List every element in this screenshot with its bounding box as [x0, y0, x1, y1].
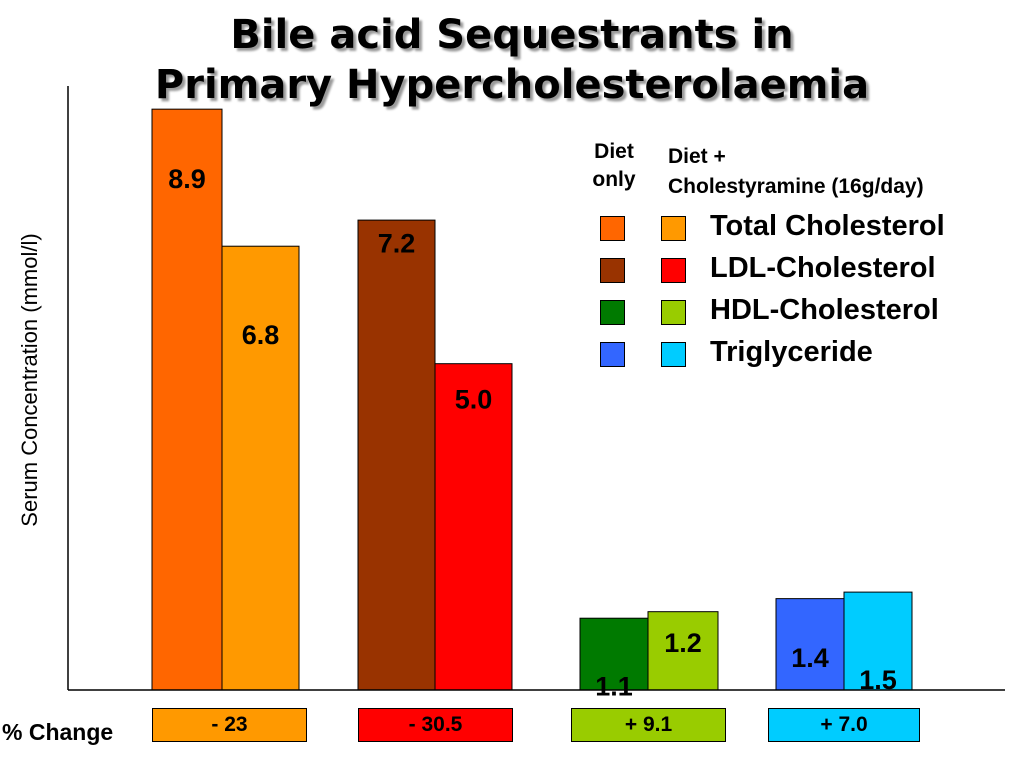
legend-header-diet-only-line-1: Diet: [594, 140, 634, 163]
legend-header-diet-cholestyramine-line-2: Cholestyramine (16g/day): [668, 175, 924, 198]
y-axis-label: Serum Concentration (mmol/l): [17, 233, 42, 527]
percent-change-total-cholesterol: - 23: [152, 708, 307, 742]
legend-label-hdl-cholesterol: HDL-Cholesterol: [710, 294, 939, 326]
chart-title-line-2: Primary Hypercholesterolaemia: [154, 62, 870, 108]
bar-triglyceride-diet-only: [775, 598, 845, 691]
bar-label-total-cholesterol-diet-only: 8.9: [168, 164, 206, 194]
legend-swatch-triglyceride-diet-plus: [661, 342, 686, 367]
legend-label-ldl-cholesterol: LDL-Cholesterol: [710, 252, 936, 284]
bar-label-triglyceride-diet-only: 1.4: [791, 643, 829, 673]
bar-label-triglyceride-diet-plus: 1.5: [859, 665, 897, 695]
bars: [151, 108, 913, 691]
bar-label-ldl-cholesterol-diet-only: 7.2: [378, 229, 416, 259]
legend-label-triglyceride: Triglyceride: [710, 336, 873, 368]
bar-hdl-cholesterol-diet-only: [579, 617, 649, 691]
percent-change-label: % Change: [2, 719, 114, 745]
legend-swatch-ldl-cholesterol-diet-plus: [661, 258, 686, 283]
bar-label-ldl-cholesterol-diet-plus: 5.0: [455, 385, 493, 415]
bar-triglyceride-diet-plus: [843, 591, 913, 691]
legend-swatch-total-cholesterol-diet-only: [600, 216, 625, 241]
bar-total-cholesterol-diet-only: [151, 108, 223, 691]
bar-label-total-cholesterol-diet-plus: 6.8: [242, 320, 280, 350]
legend-swatch-ldl-cholesterol-diet-only: [600, 258, 625, 283]
bar-total-cholesterol-diet-plus: [221, 245, 300, 691]
legend-header-diet-only: Diet only: [584, 138, 644, 194]
bar-label-hdl-cholesterol-diet-plus: 1.2: [664, 628, 702, 658]
bar-ldl-cholesterol-diet-plus: [434, 363, 513, 691]
legend-swatch-triglyceride-diet-only: [600, 342, 625, 367]
legend-header-diet-cholestyramine: Diet + Cholestyramine (16g/day): [668, 142, 924, 202]
legend-swatch-total-cholesterol-diet-plus: [661, 216, 686, 241]
percent-change-ldl-cholesterol: - 30.5: [358, 708, 513, 742]
percent-change-hdl-cholesterol: + 9.1: [571, 708, 726, 742]
legend-label-total-cholesterol: Total Cholesterol: [710, 210, 945, 242]
bar-ldl-cholesterol-diet-only: [357, 219, 436, 691]
percent-change-triglyceride: + 7.0: [768, 708, 920, 742]
legend-header-diet-cholestyramine-line-1: Diet +: [668, 145, 726, 168]
legend-swatch-hdl-cholesterol-diet-plus: [661, 300, 686, 325]
bar-hdl-cholesterol-diet-plus: [647, 611, 719, 691]
bar-label-hdl-cholesterol-diet-only: 1.1: [595, 671, 633, 701]
legend-header-diet-only-line-2: only: [592, 168, 636, 191]
legend-swatch-hdl-cholesterol-diet-only: [600, 300, 625, 325]
chart-title: Bile acid Sequestrants in Primary Hyperc…: [0, 10, 1024, 110]
bar-value-labels: 8.9 6.8 7.2 5.0 1.1 1.2 1.4 1.5: [168, 164, 897, 702]
chart-title-line-1: Bile acid Sequestrants in: [230, 12, 794, 58]
